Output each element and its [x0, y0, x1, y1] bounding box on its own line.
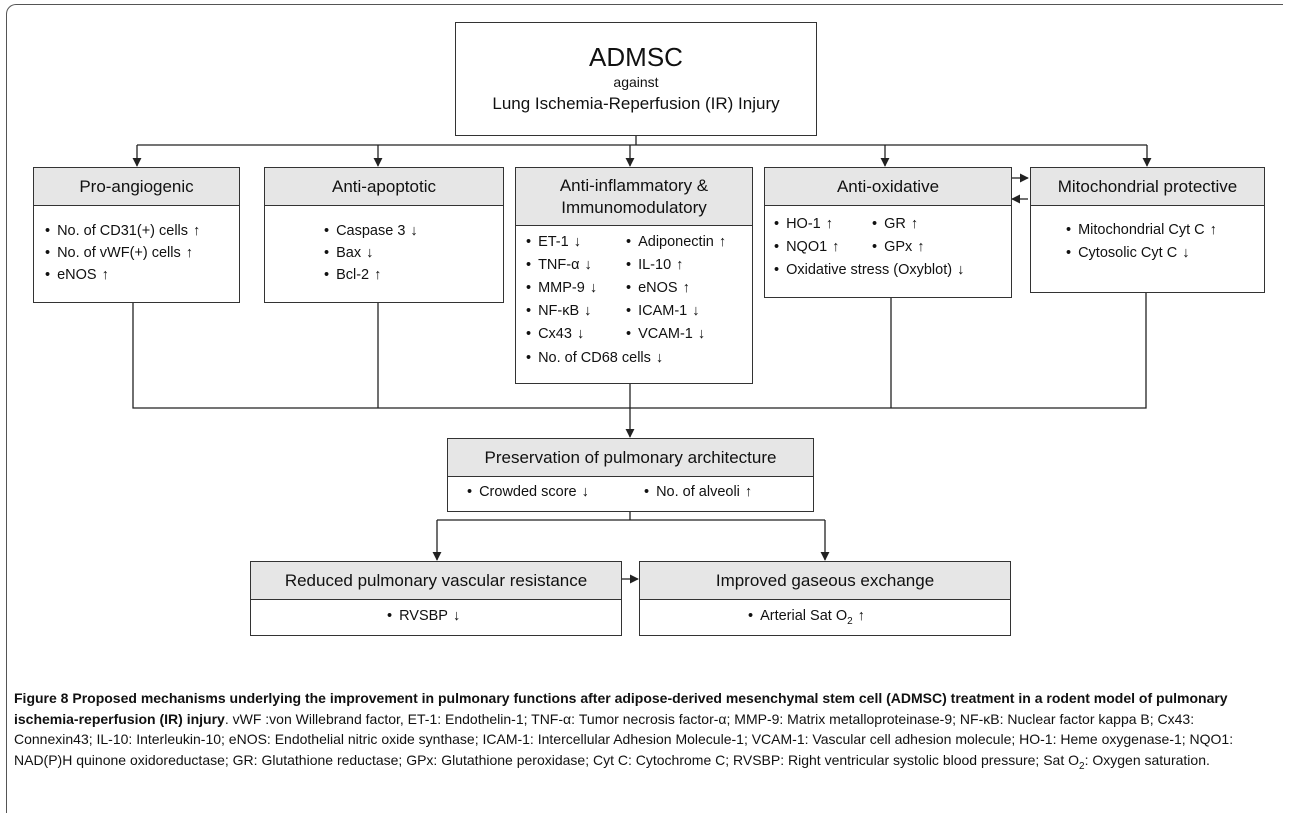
list-item: • ET-1 ↓ — [526, 234, 581, 250]
list-item: • Oxidative stress (Oxyblot) ↓ — [774, 262, 965, 278]
list-item: • No. of CD31(+) cells ↑ — [45, 223, 201, 239]
list-item: • GPx ↑ — [872, 239, 925, 255]
list-item: • TNF-α ↓ — [526, 257, 592, 273]
caption-end: : Oxygen saturation. — [1084, 751, 1210, 768]
list-item: • IL-10 ↑ — [626, 257, 684, 273]
anti-apoptotic-title: Anti-apoptotic — [265, 168, 503, 206]
list-item: • Bcl-2 ↑ — [324, 267, 382, 283]
anti-inflammatory-title: Anti-inflammatory & Immunomodulatory — [516, 168, 752, 226]
admsc-injury-line: Lung Ischemia-Reperfusion (IR) Injury — [492, 94, 780, 113]
caption-bold-text: Proposed mechanisms underlying the impro… — [14, 690, 1228, 727]
list-item: • HO-1 ↑ — [774, 216, 833, 232]
reduced-resistance-title: Reduced pulmonary vascular resistance — [251, 562, 621, 600]
list-item: • No. of vWF(+) cells ↑ — [45, 245, 193, 261]
admsc-title: ADMSC — [589, 42, 683, 72]
caption-label: Figure 8 — [14, 690, 69, 706]
list-item: • Adiponectin ↑ — [626, 234, 727, 250]
anti-oxidative-title: Anti-oxidative — [765, 168, 1011, 206]
list-item: • Caspase 3 ↓ — [324, 223, 418, 239]
list-item: • VCAM-1 ↓ — [626, 326, 706, 342]
anti-inflammatory-title-line1: Anti-inflammatory & — [559, 175, 709, 195]
list-item: • Cx43 ↓ — [526, 326, 585, 342]
pro-angiogenic-box: Pro-angiogenic • No. of CD31(+) cells ↑ • N… — [33, 167, 240, 303]
mitochondrial-protective-title: Mitochondrial protective — [1031, 168, 1264, 206]
pro-angiogenic-title: Pro-angiogenic — [34, 168, 239, 206]
caption-subscript: 2 — [1079, 760, 1085, 772]
mitochondrial-protective-box: Mitochondrial protective • Mitochondrial … — [1030, 167, 1265, 293]
anti-inflammatory-title-line2: Immunomodulatory — [561, 197, 707, 217]
admsc-subtitle: against — [613, 74, 659, 90]
caption-text: . vWF :von Willebrand factor, ET-1: Endo… — [14, 710, 1234, 768]
list-item: • NQO1 ↑ — [774, 239, 840, 255]
list-item: • MMP-9 ↓ — [526, 280, 598, 296]
list-item: • Cytosolic Cyt C ↓ — [1066, 245, 1190, 261]
improved-exchange-box: Improved gaseous exchange • Arterial Sat … — [639, 561, 1011, 636]
list-item: • Mitochondrial Cyt C ↑ — [1066, 222, 1217, 238]
admsc-box: ADMSC against Lung Ischemia-Reperfusion … — [455, 22, 817, 136]
reduced-resistance-box: Reduced pulmonary vascular resistance • R… — [250, 561, 622, 636]
anti-inflammatory-box: Anti-inflammatory & Immunomodulatory • ET… — [515, 167, 753, 384]
list-item: • eNOS ↑ — [45, 267, 109, 283]
figure-caption: Figure 8 Proposed mechanisms underlying … — [14, 688, 1276, 777]
list-item: • No. of CD68 cells ↓ — [526, 350, 664, 366]
list-item: • No. of alveoli ↑ — [644, 484, 753, 500]
figure-frame — [6, 4, 1283, 813]
list-item: • Crowded score ↓ — [467, 484, 589, 500]
list-item: • Arterial Sat O2 ↑ — [748, 608, 865, 627]
list-item: • GR ↑ — [872, 216, 919, 232]
list-item: • RVSBP ↓ — [387, 608, 461, 624]
list-item: • Bax ↓ — [324, 245, 374, 261]
list-item: • NF-κB ↓ — [526, 303, 592, 319]
list-item: • eNOS ↑ — [626, 280, 690, 296]
preservation-box: Preservation of pulmonary architecture •… — [447, 438, 814, 512]
anti-oxidative-box: Anti-oxidative • HO-1 ↑ • GR ↑ • NQO1 ↑ • GPx ↑ … — [764, 167, 1012, 298]
list-item: • ICAM-1 ↓ — [626, 303, 700, 319]
anti-apoptotic-box: Anti-apoptotic • Caspase 3 ↓ • Bax ↓ • Bcl-2 ↑ — [264, 167, 504, 303]
preservation-title: Preservation of pulmonary architecture — [448, 439, 813, 477]
collect-line — [132, 293, 1147, 409]
improved-exchange-title: Improved gaseous exchange — [640, 562, 1010, 600]
